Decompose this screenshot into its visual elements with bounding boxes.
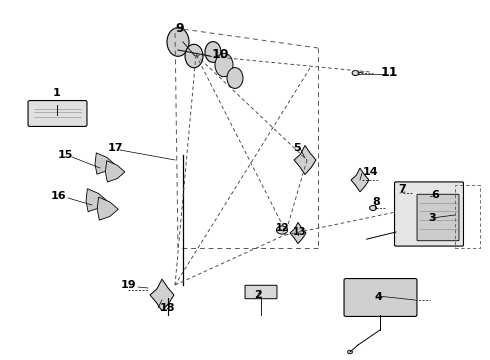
Text: 8: 8 [372,197,380,207]
Ellipse shape [167,28,189,56]
Ellipse shape [185,44,203,68]
Ellipse shape [227,68,243,89]
Polygon shape [351,168,369,192]
Bar [455,185,480,248]
Circle shape [347,350,352,354]
Ellipse shape [215,53,233,77]
Circle shape [369,206,376,211]
Circle shape [276,226,288,234]
Text: 19: 19 [120,280,136,290]
Text: 18: 18 [159,303,175,313]
Text: 5: 5 [293,143,301,153]
Ellipse shape [205,42,221,62]
FancyBboxPatch shape [28,100,87,126]
Circle shape [396,190,403,195]
Text: 4: 4 [374,292,382,302]
Text: 11: 11 [380,67,398,80]
Polygon shape [150,279,174,311]
Text: 7: 7 [398,184,406,194]
Polygon shape [105,161,125,182]
FancyBboxPatch shape [344,279,417,316]
FancyBboxPatch shape [417,194,459,241]
Polygon shape [290,222,306,244]
Text: 6: 6 [431,190,439,200]
Polygon shape [97,197,118,220]
Text: 1: 1 [53,88,61,98]
Text: 13: 13 [293,227,307,237]
FancyBboxPatch shape [394,182,464,246]
Text: 10: 10 [211,49,229,62]
Circle shape [352,71,359,76]
Text: 3: 3 [428,213,436,223]
Polygon shape [294,145,316,175]
Text: 2: 2 [254,290,262,300]
Text: 15: 15 [57,150,73,160]
FancyBboxPatch shape [245,285,277,299]
Polygon shape [86,189,107,212]
Text: 9: 9 [176,22,184,35]
Text: 16: 16 [50,191,66,201]
Text: 12: 12 [276,223,290,233]
Text: 14: 14 [362,167,378,177]
Text: 17: 17 [107,143,123,153]
Polygon shape [95,153,115,174]
